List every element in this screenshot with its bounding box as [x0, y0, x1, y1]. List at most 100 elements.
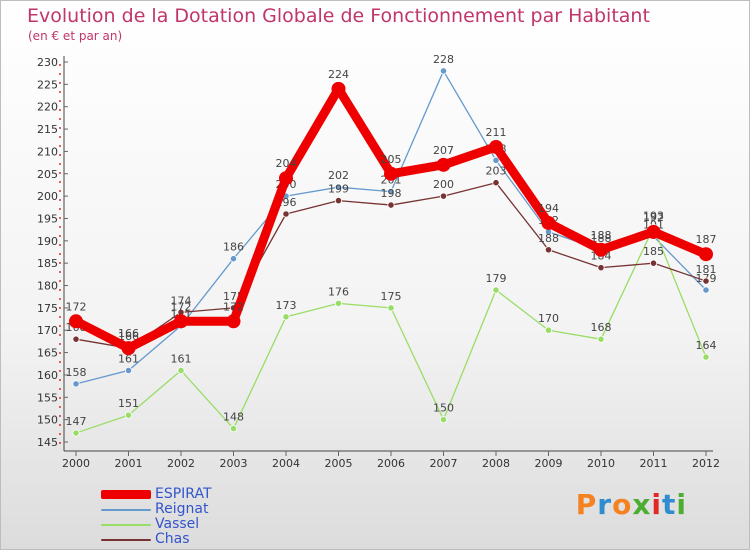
data-point-chas [439, 192, 448, 200]
y-tick-label: 210 [37, 145, 58, 158]
x-tick-label: 2003 [220, 457, 248, 470]
data-point-vassel [282, 313, 290, 321]
data-label-espirat: 172 [66, 300, 87, 313]
data-label-vassel: 151 [118, 397, 139, 410]
x-tick-label: 2004 [272, 457, 300, 470]
legend-item-vassel: Vassel [101, 517, 212, 532]
y-tick-label: 165 [37, 347, 58, 360]
data-label-espirat: 224 [328, 68, 349, 81]
data-point-espirat [331, 81, 346, 96]
legend-item-espirat: ESPIRAT [101, 487, 212, 502]
data-point-espirat [699, 247, 713, 262]
data-label-reignat: 202 [328, 169, 349, 182]
data-label-vassel: 161 [171, 352, 192, 365]
data-label-reignat: 188 [591, 232, 612, 245]
data-label-vassel: 176 [328, 285, 349, 298]
x-tick-label: 2001 [115, 457, 143, 470]
data-point-chas [544, 246, 553, 254]
legend-item-reignat: Reignat [101, 502, 212, 517]
data-label-chas: 199 [328, 183, 349, 196]
x-tick-label: 2006 [377, 457, 405, 470]
data-point-vassel [72, 429, 80, 437]
y-tick-label: 170 [37, 324, 58, 337]
data-point-reignat [72, 380, 80, 388]
y-tick-label: 155 [37, 391, 58, 404]
data-point-reignat [124, 366, 133, 375]
x-tick-label: 2009 [535, 457, 563, 470]
data-point-vassel [177, 366, 185, 375]
data-point-chas [334, 196, 343, 205]
data-point-espirat [436, 157, 451, 172]
data-point-vassel [492, 286, 500, 294]
data-label-chas: 174 [171, 294, 192, 307]
data-label-espirat: 187 [696, 233, 717, 246]
x-tick-label: 2011 [640, 457, 668, 470]
data-label-chas: 198 [381, 187, 402, 200]
data-label-espirat: 205 [381, 153, 402, 166]
data-label-vassel: 164 [696, 339, 717, 352]
series-line-reignat [75, 70, 707, 385]
y-tick-label: 190 [37, 235, 58, 248]
y-tick-label: 200 [37, 190, 58, 203]
data-point-chas [597, 264, 605, 272]
data-point-chas [282, 210, 290, 218]
data-label-chas: 188 [538, 232, 559, 245]
data-point-reignat [439, 67, 448, 75]
data-point-espirat [646, 224, 661, 239]
legend-item-chas: Chas [101, 532, 212, 547]
data-point-vassel [229, 424, 238, 433]
data-label-espirat: 172 [171, 300, 192, 313]
y-tick-label: 225 [37, 78, 58, 91]
data-label-vassel: 147 [66, 415, 87, 428]
data-label-espirat: 166 [118, 327, 139, 340]
legend-label-reignat: Reignat [155, 501, 209, 517]
data-point-chas [387, 201, 395, 209]
data-label-vassel: 148 [223, 411, 244, 424]
data-point-reignat [334, 183, 343, 191]
proxiti-logo: Proxiti [575, 488, 687, 521]
data-label-vassel: 193 [643, 209, 664, 222]
data-point-chas [72, 335, 80, 343]
data-point-chas [702, 277, 710, 285]
x-tick-label: 2008 [482, 457, 510, 470]
y-tick-label: 220 [37, 101, 58, 114]
data-label-espirat: 172 [223, 300, 244, 313]
data-label-chas: 203 [486, 165, 507, 178]
data-point-vassel [597, 335, 605, 343]
data-label-chas: 200 [433, 178, 454, 191]
data-point-vassel [334, 299, 343, 308]
legend: ESPIRAT Reignat Vassel Chas [101, 487, 212, 547]
legend-swatch-chas [101, 538, 151, 541]
x-tick-label: 2007 [430, 457, 458, 470]
data-label-vassel: 150 [433, 402, 454, 415]
data-label-vassel: 175 [381, 290, 402, 303]
legend-swatch-reignat [101, 508, 151, 511]
data-point-vassel [439, 416, 448, 424]
y-tick-label: 215 [37, 123, 58, 136]
y-tick-label: 180 [37, 280, 58, 293]
data-label-espirat: 211 [486, 126, 507, 139]
data-label-reignat: 186 [223, 241, 244, 254]
chart-subtitle: (en € et par an) [28, 29, 123, 43]
legend-label-vassel: Vassel [155, 516, 200, 532]
data-label-espirat: 204 [276, 157, 297, 170]
data-point-reignat [229, 255, 238, 263]
data-point-reignat [387, 188, 395, 196]
data-point-espirat [279, 171, 293, 186]
data-label-vassel: 173 [276, 299, 297, 312]
data-point-chas [649, 259, 658, 267]
y-tick-label: 145 [37, 436, 58, 449]
data-point-reignat [702, 286, 710, 294]
data-label-chas: 185 [643, 245, 664, 258]
data-label-chas: 166 [118, 330, 139, 343]
data-point-espirat [594, 242, 608, 257]
data-point-espirat [489, 139, 503, 154]
data-point-vassel [387, 304, 395, 312]
data-point-espirat [174, 314, 188, 329]
data-point-vassel [702, 353, 710, 361]
legend-swatch-espirat [101, 490, 151, 499]
data-label-vassel: 168 [591, 321, 612, 334]
x-tick-label: 2005 [325, 457, 353, 470]
data-label-vassel: 170 [538, 312, 559, 325]
